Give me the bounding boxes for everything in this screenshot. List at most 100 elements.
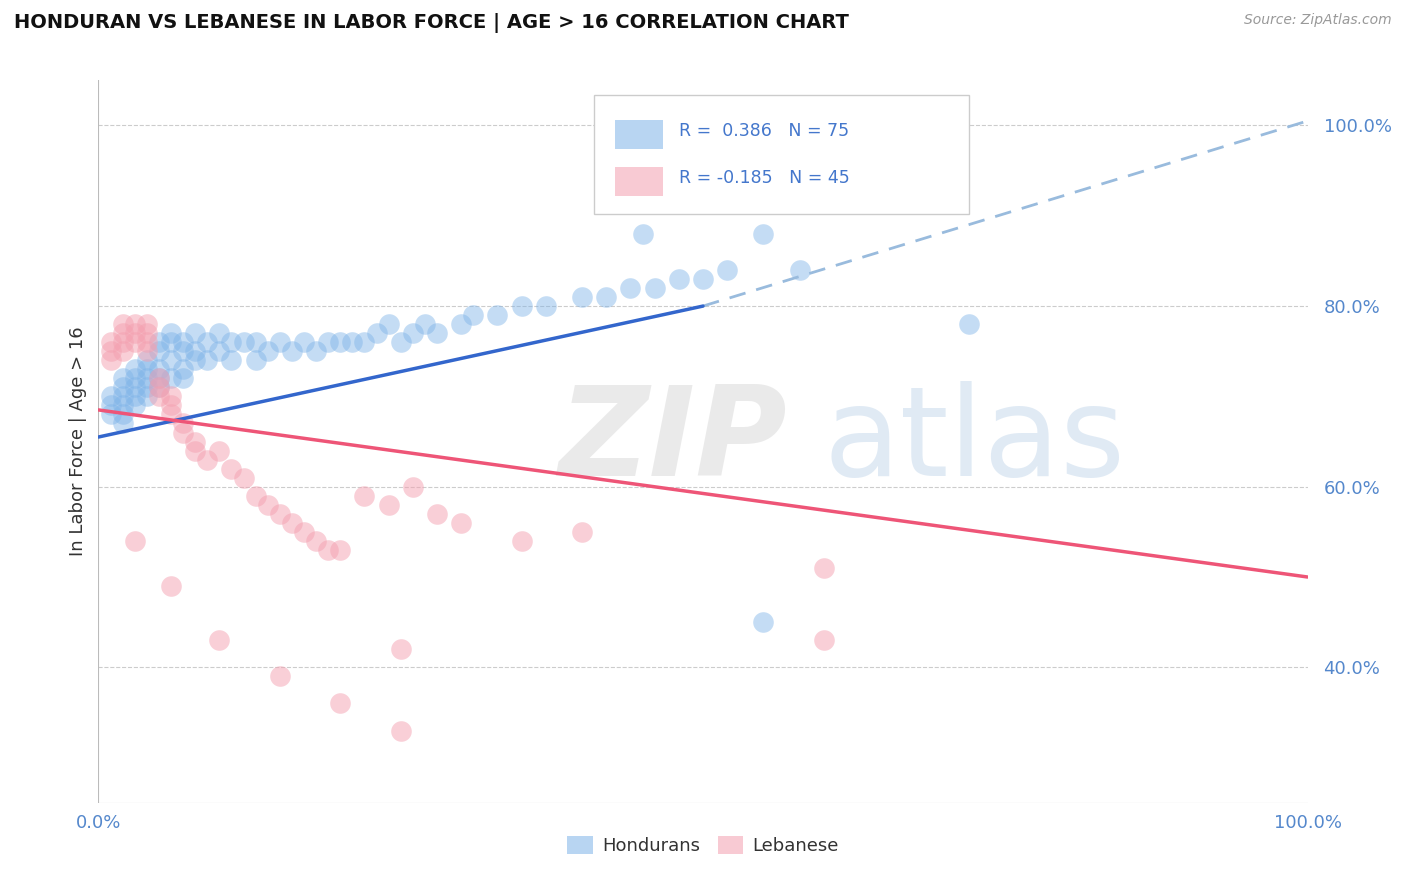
Point <box>100 389 122 403</box>
Point <box>595 181 617 195</box>
Text: atlas: atlas <box>824 381 1126 502</box>
Point <box>221 335 243 350</box>
Point <box>124 326 146 341</box>
Point <box>402 326 425 341</box>
Point <box>316 335 339 350</box>
Point <box>148 362 170 376</box>
Text: R =  0.386   N = 75: R = 0.386 N = 75 <box>679 122 849 140</box>
Text: ZIP: ZIP <box>558 381 786 502</box>
Point <box>172 425 194 440</box>
Point <box>668 272 690 286</box>
Point <box>221 461 243 475</box>
Point <box>111 408 134 422</box>
Point <box>353 489 375 503</box>
Point <box>160 371 183 385</box>
Point <box>135 389 157 403</box>
Point <box>135 371 157 385</box>
Legend: Hondurans, Lebanese: Hondurans, Lebanese <box>560 830 846 863</box>
Y-axis label: In Labor Force | Age > 16: In Labor Force | Age > 16 <box>69 326 87 557</box>
Point <box>148 344 170 359</box>
Point <box>644 281 666 295</box>
Point <box>245 353 267 368</box>
Point <box>172 371 194 385</box>
Point <box>111 344 134 359</box>
Point <box>160 389 183 403</box>
Point <box>124 398 146 412</box>
Point <box>148 380 170 394</box>
Point <box>148 371 170 385</box>
Point <box>510 533 533 548</box>
Point <box>100 408 122 422</box>
Point <box>256 498 278 512</box>
Point <box>111 326 134 341</box>
Point <box>232 335 254 350</box>
Text: Source: ZipAtlas.com: Source: ZipAtlas.com <box>1244 13 1392 28</box>
FancyBboxPatch shape <box>595 95 969 214</box>
Point <box>135 335 157 350</box>
Point <box>619 281 641 295</box>
Point <box>172 362 194 376</box>
Point <box>221 353 243 368</box>
Point <box>195 335 218 350</box>
Point <box>172 344 194 359</box>
Point <box>631 227 654 241</box>
Point <box>160 353 183 368</box>
Point <box>184 326 207 341</box>
Text: R = -0.185   N = 45: R = -0.185 N = 45 <box>679 169 849 186</box>
Point <box>486 308 509 322</box>
Point <box>100 344 122 359</box>
FancyBboxPatch shape <box>614 120 664 149</box>
Point <box>716 263 738 277</box>
Point <box>450 516 472 530</box>
Point <box>135 353 157 368</box>
Point <box>329 697 352 711</box>
Point <box>148 380 170 394</box>
Point <box>377 317 399 331</box>
Point <box>342 335 364 350</box>
Point <box>124 533 146 548</box>
Point <box>595 290 617 304</box>
Point <box>450 317 472 331</box>
Point <box>329 542 352 557</box>
Point <box>172 335 194 350</box>
Point <box>402 480 425 494</box>
Point <box>692 272 714 286</box>
Point <box>160 335 183 350</box>
Point <box>124 371 146 385</box>
Point <box>135 326 157 341</box>
Point <box>292 524 315 539</box>
Point <box>124 389 146 403</box>
Point <box>752 227 775 241</box>
FancyBboxPatch shape <box>614 167 664 196</box>
Point <box>135 380 157 394</box>
Point <box>510 299 533 313</box>
Point <box>111 417 134 431</box>
Point <box>256 344 278 359</box>
Point <box>184 434 207 449</box>
Point <box>281 516 304 530</box>
Text: HONDURAN VS LEBANESE IN LABOR FORCE | AGE > 16 CORRELATION CHART: HONDURAN VS LEBANESE IN LABOR FORCE | AG… <box>14 13 849 33</box>
Point <box>329 335 352 350</box>
Point <box>100 335 122 350</box>
Point <box>184 344 207 359</box>
Point <box>245 335 267 350</box>
Point <box>281 344 304 359</box>
Point <box>813 633 835 648</box>
Point <box>316 542 339 557</box>
Point <box>111 335 134 350</box>
Point <box>111 398 134 412</box>
Point <box>752 615 775 630</box>
Point <box>111 371 134 385</box>
Point <box>305 533 328 548</box>
Point <box>100 398 122 412</box>
Point <box>148 389 170 403</box>
Point <box>148 371 170 385</box>
Point <box>292 335 315 350</box>
Point <box>208 326 231 341</box>
Point <box>426 326 449 341</box>
Point <box>160 408 183 422</box>
Point <box>245 489 267 503</box>
Point <box>957 317 980 331</box>
Point <box>571 290 593 304</box>
Point <box>135 344 157 359</box>
